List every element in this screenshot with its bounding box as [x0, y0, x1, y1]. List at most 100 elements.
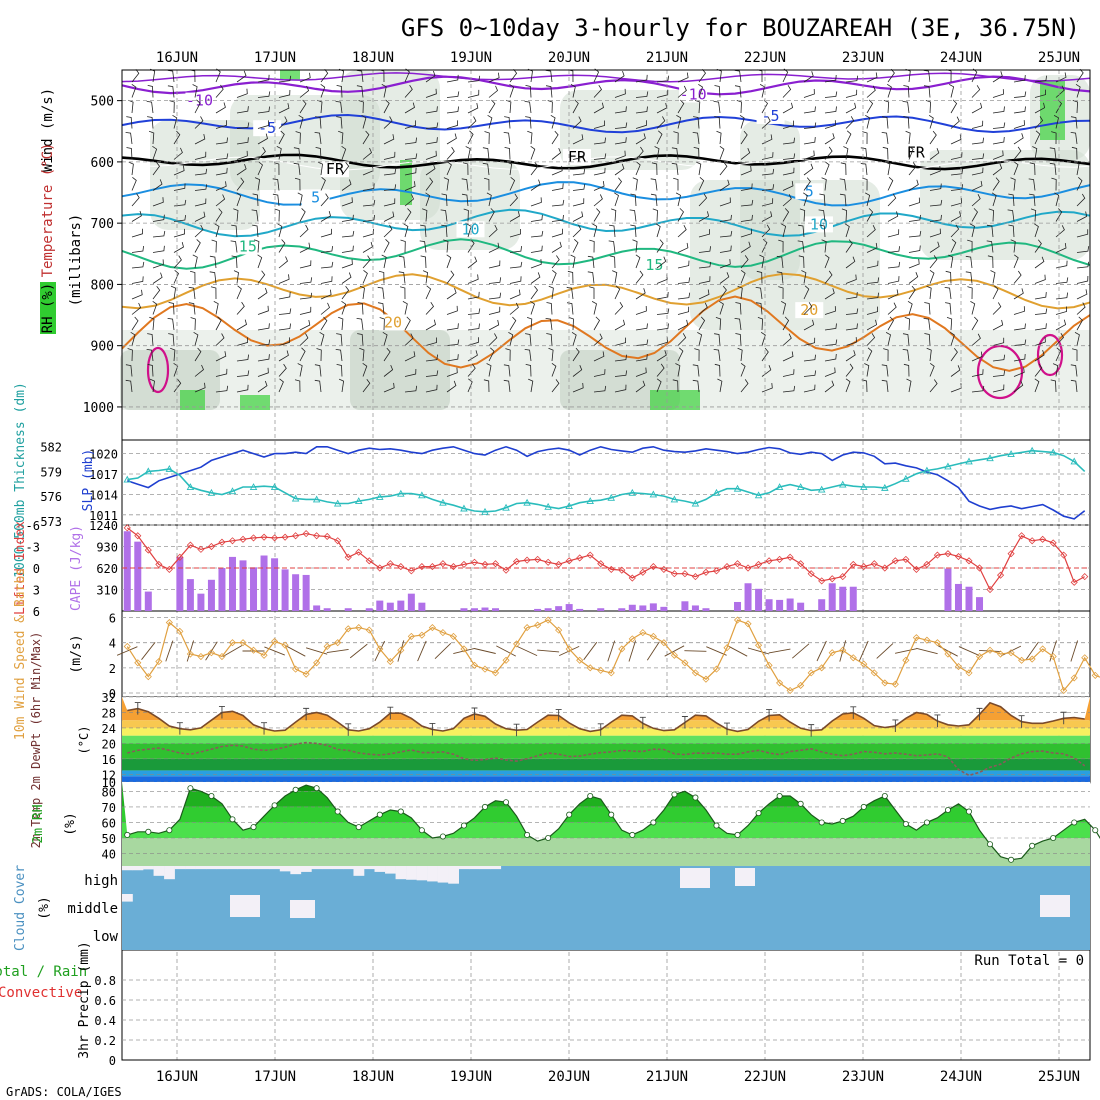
date-label-top: 18JUN [352, 50, 394, 66]
wind-barb [383, 224, 393, 238]
wind-barb [446, 74, 459, 83]
wind-barb [404, 120, 417, 129]
wind-axis-label: 10m Wind Speed & Barbs [13, 568, 28, 740]
wind-barb [864, 363, 870, 377]
wind-barb [866, 277, 880, 284]
wind-barb [551, 362, 557, 377]
wind-barb-10m [434, 642, 452, 660]
cloud-clear-cell [269, 866, 281, 870]
wind-barb [716, 130, 722, 145]
wind-barb [572, 224, 582, 238]
lifted-index-point [881, 564, 889, 572]
wind-barb [509, 83, 515, 98]
wind-speed-point [218, 652, 226, 661]
wind-barb [383, 151, 396, 160]
wind-barb [1013, 339, 1027, 346]
wind-barb [866, 306, 878, 315]
date-label-top: 22JUN [744, 50, 786, 66]
wind-barb [362, 130, 370, 145]
cape-bar [649, 603, 657, 611]
wind-barb [378, 270, 385, 284]
wind-barb [383, 184, 397, 191]
wind-barb-10m [858, 640, 869, 662]
wind-barb [570, 84, 576, 98]
cape-bar [797, 602, 805, 611]
wind-barb [1051, 131, 1057, 145]
wind-barb [881, 364, 889, 377]
lifted-index-point [376, 564, 384, 572]
wind-barb [299, 208, 306, 222]
lifted-index-point [207, 542, 216, 551]
contour-label-bg [901, 144, 930, 161]
wind-barb [404, 102, 415, 114]
wind-barb [866, 225, 876, 238]
wind-barb [635, 106, 648, 114]
wind-barb [131, 261, 145, 269]
wind-barb [887, 261, 901, 269]
thickness-point [923, 466, 931, 474]
wind-barb [698, 261, 712, 269]
lifted-index-point [776, 555, 784, 563]
precip-tick-label: 0 [109, 1054, 116, 1068]
cape-bar [418, 602, 426, 611]
wind-barb [278, 116, 288, 129]
wind-barb [467, 363, 476, 377]
wind-barb-10m [646, 641, 660, 661]
wind-barb [1055, 306, 1067, 315]
rh-tick-label: 40 [102, 848, 116, 862]
wind-barb [824, 161, 830, 176]
wind-barb [845, 350, 856, 362]
wind-barb [297, 192, 303, 207]
thickness-point [460, 504, 468, 512]
wind-barb [362, 255, 371, 269]
wind-barb [988, 208, 995, 222]
wind-barb [504, 147, 511, 160]
wind-barb [656, 75, 670, 83]
wind-barb [782, 385, 796, 393]
wind-barb [862, 177, 868, 191]
wind-barb [908, 197, 920, 207]
wind-barb-10m [474, 648, 496, 654]
date-label-bottom: 18JUN [352, 1069, 394, 1085]
wind-barb [194, 198, 207, 207]
slp-axis-label: SLP (mb) [81, 449, 96, 512]
wind-barb [128, 161, 134, 176]
temp-band [122, 776, 1090, 782]
wind-barb [677, 306, 690, 315]
lifted-index-point [797, 560, 805, 568]
wind-barb [675, 363, 681, 377]
wind-barb [677, 225, 687, 238]
lifted-index-point [965, 557, 973, 565]
wind-barb [509, 289, 521, 300]
wind-barb [299, 72, 311, 83]
wind-barb [425, 370, 439, 377]
wind-unit-label: (m/s) [69, 634, 84, 673]
wind-barb [341, 285, 350, 300]
wind-barb [382, 331, 388, 346]
wind-barb [677, 242, 689, 253]
wind-barb [839, 193, 847, 207]
wind-barb [950, 152, 963, 160]
wind-barb [971, 153, 985, 160]
wind-barb [1013, 323, 1026, 331]
thickness-point [439, 498, 447, 506]
wind-barb [950, 211, 962, 222]
rh-point [397, 808, 404, 815]
wind-barb [425, 106, 438, 114]
wind-barb [715, 317, 722, 331]
rh-point [755, 810, 762, 817]
temp-tick-label: 16 [102, 753, 116, 767]
wind-barb [335, 349, 343, 362]
wind-barb [194, 168, 208, 176]
wind-barb [488, 208, 495, 222]
cloud-axis-label: Cloud Cover [13, 865, 28, 951]
wind-barb [484, 131, 490, 145]
thickness-point [628, 488, 637, 496]
wind-barb [210, 286, 217, 300]
cape-bar [144, 591, 152, 611]
wind-barb [824, 339, 838, 346]
date-label-top: 20JUN [548, 50, 590, 66]
thickness-point [838, 480, 847, 488]
wind-barb [446, 354, 459, 362]
wind-barb [509, 68, 518, 83]
